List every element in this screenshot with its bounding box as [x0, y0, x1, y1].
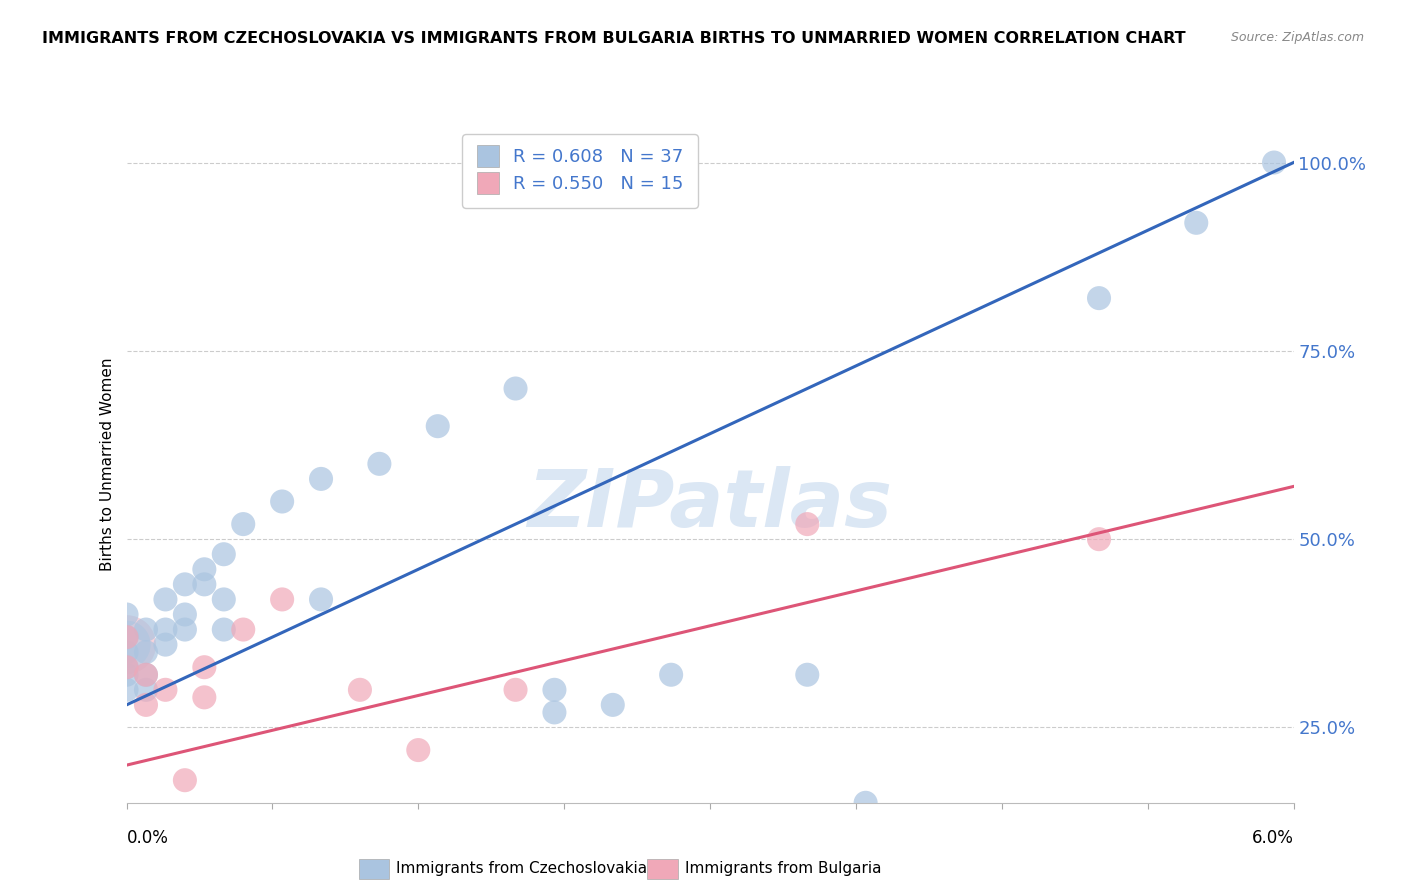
Point — [232, 623, 254, 637]
Point — [659, 667, 682, 681]
Point — [193, 690, 215, 705]
Point — [155, 682, 177, 697]
Point — [271, 494, 294, 508]
Point — [349, 682, 371, 697]
Point — [115, 660, 138, 674]
Point — [115, 660, 138, 674]
Point — [212, 623, 235, 637]
Point — [368, 457, 391, 471]
Point — [135, 667, 157, 681]
Point — [543, 706, 565, 720]
Point — [796, 667, 818, 681]
Text: ZIPatlas: ZIPatlas — [527, 466, 893, 543]
Text: IMMIGRANTS FROM CZECHOSLOVAKIA VS IMMIGRANTS FROM BULGARIA BIRTHS TO UNMARRIED W: IMMIGRANTS FROM CZECHOSLOVAKIA VS IMMIGR… — [42, 31, 1185, 46]
Point — [115, 630, 138, 644]
Point — [1185, 216, 1208, 230]
Point — [115, 682, 138, 697]
Point — [155, 592, 177, 607]
Point — [602, 698, 624, 712]
Point — [174, 577, 197, 591]
Point — [193, 562, 215, 576]
Point — [135, 667, 157, 681]
Point — [115, 645, 138, 659]
Text: 0.0%: 0.0% — [127, 829, 169, 847]
Point — [115, 607, 138, 622]
Point — [505, 682, 527, 697]
Point — [212, 592, 235, 607]
Point — [1088, 532, 1111, 546]
Text: Source: ZipAtlas.com: Source: ZipAtlas.com — [1230, 31, 1364, 45]
Point — [174, 607, 197, 622]
Point — [212, 547, 235, 561]
Point — [135, 623, 157, 637]
Point — [174, 623, 197, 637]
Point — [505, 382, 527, 396]
Point — [408, 743, 430, 757]
Legend: R = 0.608   N = 37, R = 0.550   N = 15: R = 0.608 N = 37, R = 0.550 N = 15 — [463, 134, 697, 208]
Point — [115, 630, 138, 644]
Point — [426, 419, 449, 434]
Point — [115, 638, 138, 652]
Text: Immigrants from Bulgaria: Immigrants from Bulgaria — [685, 862, 882, 876]
Point — [796, 517, 818, 532]
Point — [135, 682, 157, 697]
Point — [855, 796, 877, 810]
Point — [135, 698, 157, 712]
Point — [232, 517, 254, 532]
Y-axis label: Births to Unmarried Women: Births to Unmarried Women — [100, 357, 115, 571]
Point — [1263, 155, 1285, 169]
Point — [174, 773, 197, 788]
Point — [309, 472, 332, 486]
Text: Immigrants from Czechoslovakia: Immigrants from Czechoslovakia — [396, 862, 648, 876]
Point — [155, 623, 177, 637]
Text: 6.0%: 6.0% — [1251, 829, 1294, 847]
Point — [271, 592, 294, 607]
Point — [115, 638, 138, 652]
Point — [135, 645, 157, 659]
Point — [543, 682, 565, 697]
Point — [115, 667, 138, 681]
Point — [309, 592, 332, 607]
Point — [1088, 291, 1111, 305]
Point — [193, 660, 215, 674]
Point — [193, 577, 215, 591]
Point — [155, 638, 177, 652]
